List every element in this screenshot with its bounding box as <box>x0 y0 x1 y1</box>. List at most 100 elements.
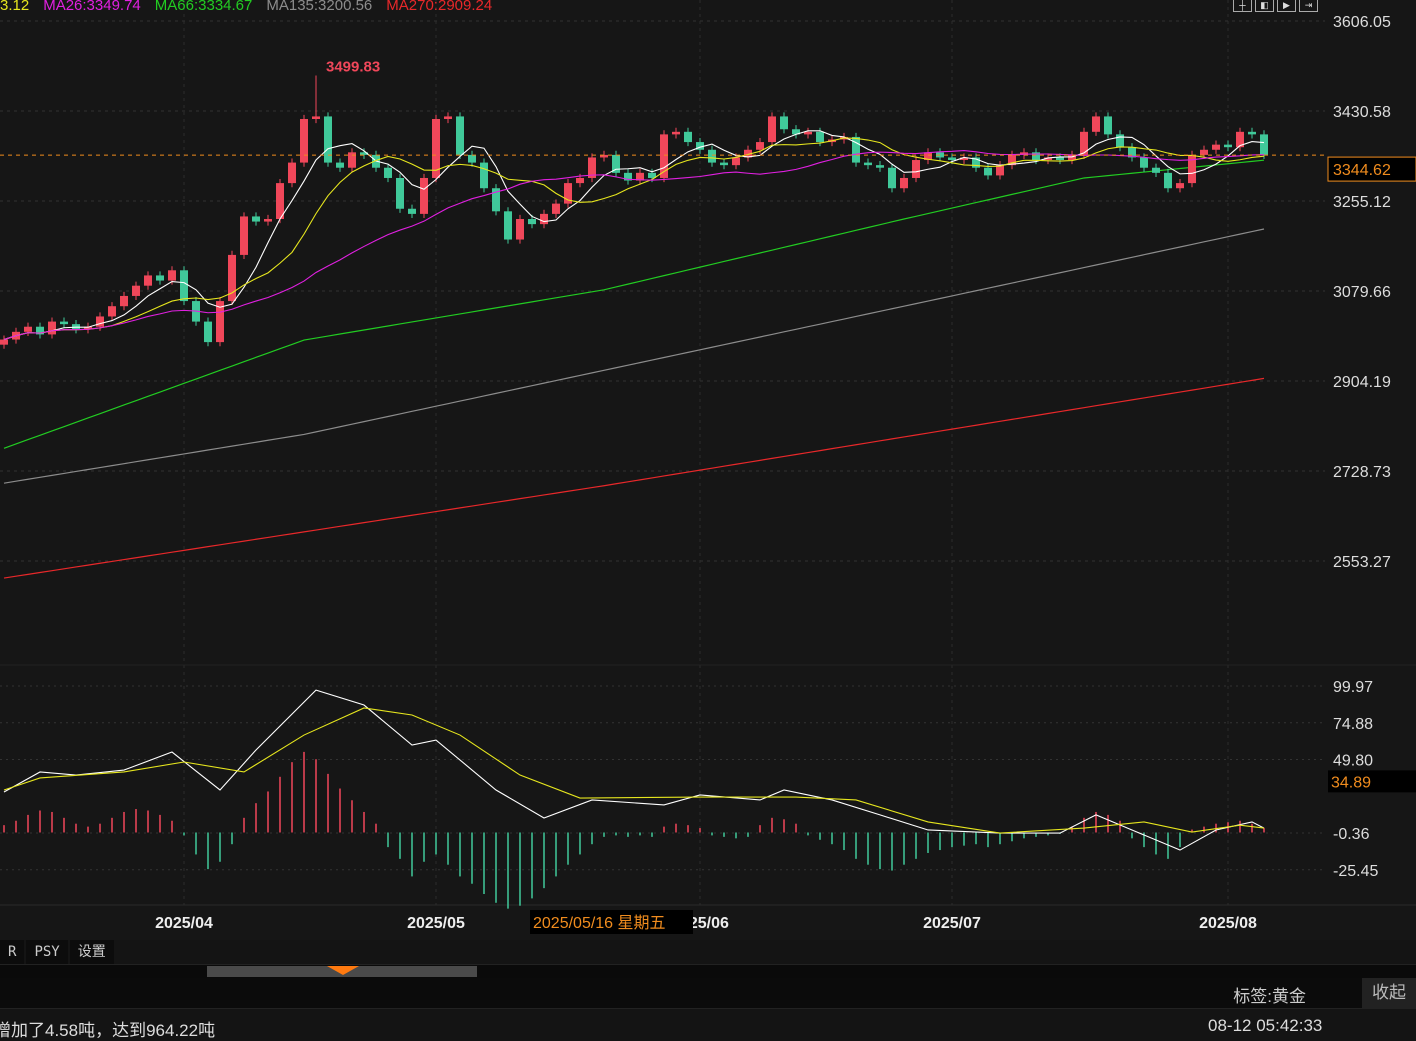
candle-up <box>240 216 248 255</box>
candle-up <box>1212 144 1220 150</box>
candle-down <box>1128 147 1136 158</box>
candle-down <box>1152 167 1160 173</box>
candle-up <box>96 316 104 327</box>
candle-down <box>720 162 728 166</box>
candle-up <box>264 219 272 222</box>
candle-down <box>1140 157 1148 168</box>
price-tick-label: 2553.27 <box>1333 554 1391 571</box>
candle-down <box>852 136 860 163</box>
candle-up <box>84 326 92 330</box>
candle-down <box>948 157 956 161</box>
candle-up <box>312 116 320 119</box>
candle-down <box>1116 134 1124 148</box>
candle-up <box>756 142 764 150</box>
candle-up <box>1236 131 1244 148</box>
candle-down <box>1248 131 1256 135</box>
candle-up <box>1200 149 1208 155</box>
candle-up <box>216 301 224 343</box>
chart-toolbar: ┼ ◧ ▶ ⇥ <box>1233 0 1318 12</box>
ma66-line <box>3 159 1265 449</box>
yellow-line <box>3 707 1265 834</box>
price-tick-label: 3430.58 <box>1333 104 1391 121</box>
indicator-tick-label: 74.88 <box>1333 716 1373 733</box>
candle-up <box>1092 116 1100 132</box>
candle-down <box>648 172 656 178</box>
candle-down <box>612 154 620 173</box>
candle-down <box>180 270 188 302</box>
candle-down <box>936 152 944 158</box>
price-tick-label: 3079.66 <box>1333 284 1391 301</box>
tab-r[interactable]: R <box>0 940 25 964</box>
candle-down <box>624 172 632 181</box>
candle-up <box>1176 183 1184 189</box>
price-tick-label: 3255.12 <box>1333 194 1391 211</box>
chart-background <box>0 0 1416 940</box>
indicator-tick-label: 99.97 <box>1333 679 1373 696</box>
candle-up <box>744 149 752 158</box>
candle-down <box>336 162 344 168</box>
candle-up <box>588 157 596 178</box>
candle-down <box>972 157 980 168</box>
candle-up <box>636 172 644 181</box>
candle-down <box>792 129 800 135</box>
crosshair-date-box <box>530 910 693 934</box>
candle-up <box>132 285 140 296</box>
candle-up <box>912 160 920 178</box>
candle-up <box>600 154 608 158</box>
tab-psy[interactable]: PSY <box>26 940 68 964</box>
tag-bar: 标签:黄金 收起 <box>0 978 1416 1009</box>
candle-down <box>324 116 332 163</box>
candle-down <box>504 211 512 240</box>
candle-up <box>516 219 524 240</box>
candle-up <box>564 183 572 204</box>
candle-down <box>684 131 692 143</box>
move-icon[interactable]: ⇥ <box>1299 0 1318 12</box>
candle-up <box>960 157 968 161</box>
tab-settings[interactable]: 设置 <box>69 940 114 964</box>
candle-down <box>468 154 476 163</box>
candle-up <box>168 270 176 281</box>
candle-up <box>288 162 296 184</box>
news-text[interactable]: 增加了4.58吨，达到964.22吨 <box>0 1021 216 1040</box>
candle-down <box>780 116 788 130</box>
zoom-in-icon[interactable]: ◧ <box>1255 0 1274 12</box>
zoom-out-icon[interactable]: ▶ <box>1277 0 1296 12</box>
candle-down <box>408 208 416 214</box>
candle-up <box>732 157 740 166</box>
candle-up <box>0 339 8 345</box>
candle-down <box>252 216 260 222</box>
candle-down <box>1104 116 1112 135</box>
candle-up <box>1044 157 1052 161</box>
indicator-tabs: R PSY 设置 <box>0 940 116 964</box>
candle-up <box>276 183 284 220</box>
candle-down <box>1224 144 1232 148</box>
candle-up <box>432 118 440 178</box>
collapse-button[interactable]: 收起 <box>1362 978 1416 1008</box>
legend-ma26: MA26:3349.74 <box>43 0 141 14</box>
legend-ma10: 3.12 <box>0 0 30 14</box>
candle-up <box>1080 131 1088 155</box>
tag-label: 标签:黄金 <box>1233 987 1306 1006</box>
candle-down <box>696 142 704 150</box>
candle-up <box>540 213 548 225</box>
date-tick-label: 2025/05 <box>407 915 465 932</box>
candle-up <box>108 306 116 317</box>
price-tick-label: 3606.05 <box>1333 14 1391 31</box>
legend-ma135: MA135:3200.56 <box>266 0 373 14</box>
ma-legend: 3.12 MA26:3349.74 MA66:3334.67 MA135:3200.5… <box>0 0 506 14</box>
legend-ma66: MA66:3334.67 <box>154 0 253 14</box>
indicator-current-value: 34.89 <box>1331 774 1371 791</box>
ma270-line <box>3 377 1265 579</box>
candle-down <box>60 321 68 325</box>
candle-up <box>924 152 932 161</box>
crosshair-icon[interactable]: ┼ <box>1233 0 1252 12</box>
candle-down <box>480 162 488 189</box>
candle-down <box>816 131 824 143</box>
candle-down <box>360 152 368 155</box>
ma10-line <box>3 137 1265 341</box>
candle-down <box>204 321 212 343</box>
candle-up <box>660 134 668 178</box>
scroll-marker-icon <box>327 966 359 975</box>
candlestick-chart[interactable]: 3606.05 3430.58 3255.12 3079.66 2904.19 2728.… <box>0 0 1416 940</box>
chart-scrollbar[interactable] <box>0 964 1416 979</box>
